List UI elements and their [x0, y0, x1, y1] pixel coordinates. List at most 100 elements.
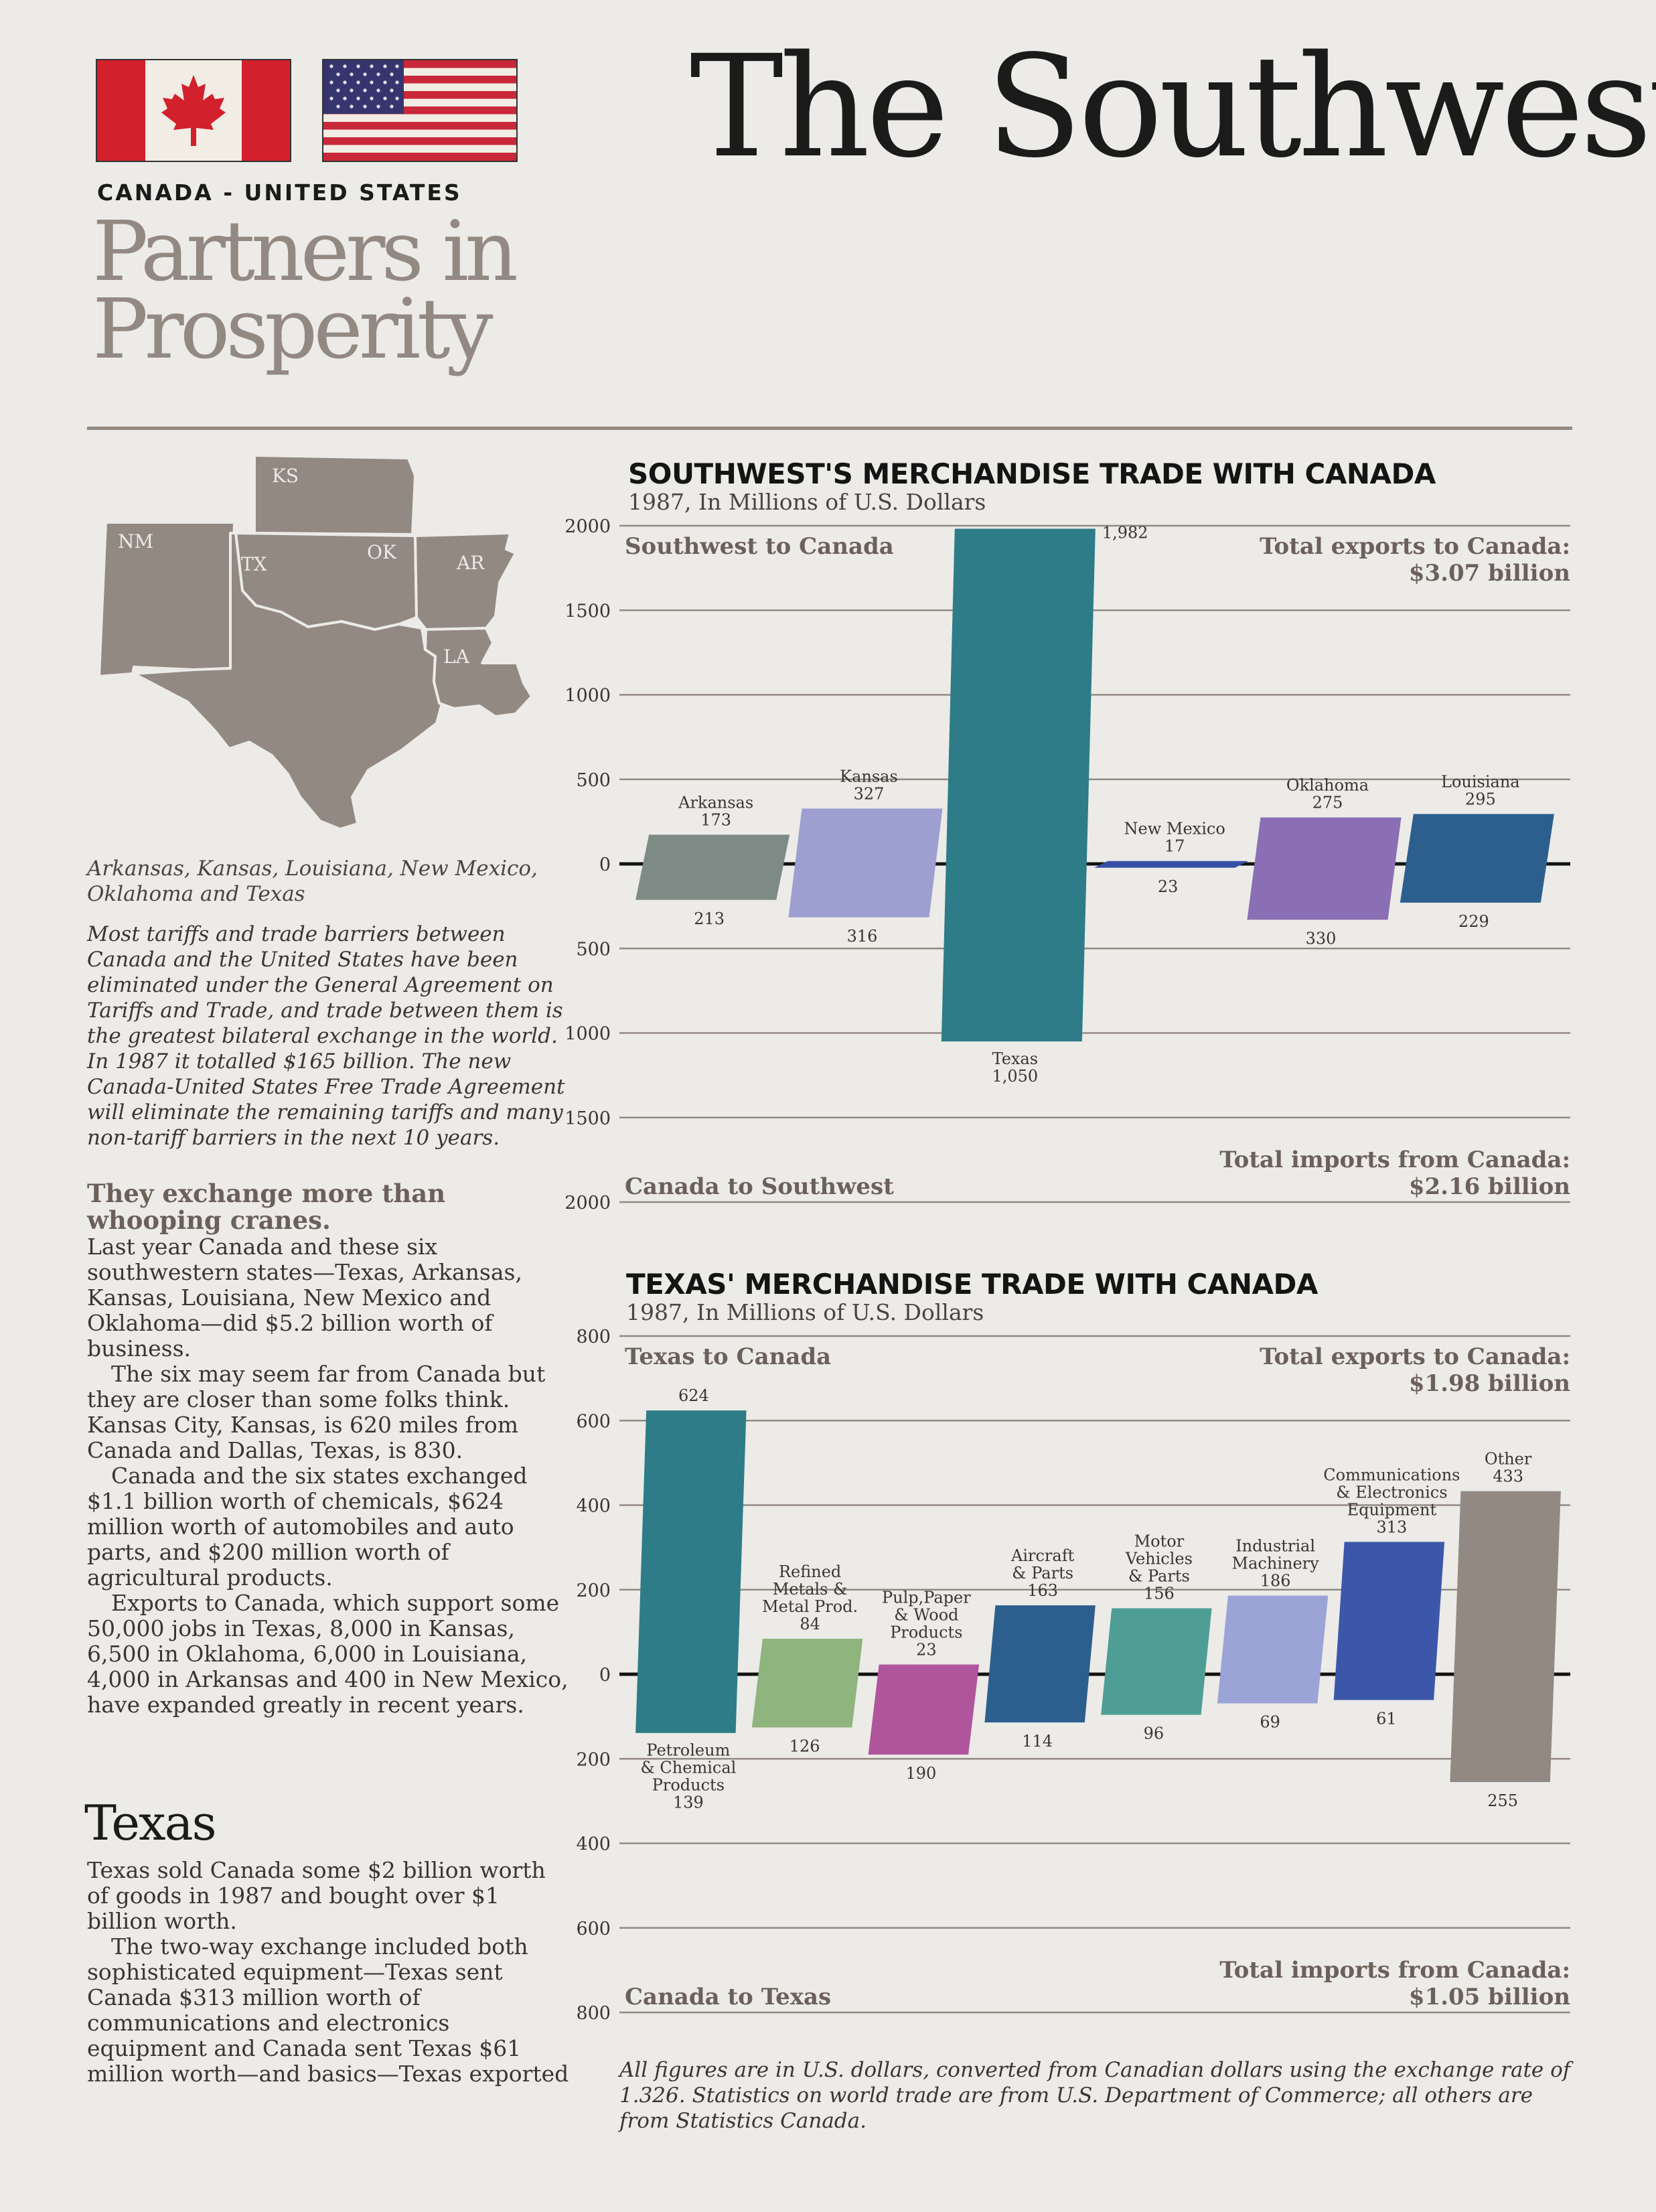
southwest-map: KS NM TX OK AR LA [98, 454, 533, 830]
bar [1217, 1595, 1329, 1704]
total-exports-value: $1.98 billion [1409, 1370, 1570, 1397]
chart1-subtitle: 1987, In Millions of U.S. Dollars [628, 489, 986, 515]
section-subhead: They exchange more than whooping cranes. [87, 1179, 446, 1235]
bar [1247, 817, 1402, 920]
y-tick-label: 1500 [564, 601, 611, 621]
total-imports-value: $1.05 billion [1409, 1984, 1570, 2010]
export-value-label: 433 [1493, 1467, 1523, 1486]
category-label: Oklahoma [1286, 776, 1369, 795]
category-label: & Electronics [1336, 1483, 1447, 1501]
chart2-title: TEXAS' MERCHANDISE TRADE WITH CANADA [626, 1268, 1318, 1301]
export-value-label: 163 [1027, 1581, 1058, 1600]
category-label: Vehicles [1125, 1550, 1193, 1568]
total-exports-label: Total exports to Canada: [1260, 533, 1570, 560]
map-state-tx [133, 532, 443, 830]
texas-trade-chart: 800 600 400 200 0 200 400 600 800 Texas to Canada… [576, 1327, 1570, 2024]
export-value-label: 327 [854, 784, 885, 803]
import-value-label: 96 [1144, 1724, 1164, 1743]
map-state-ar [414, 532, 517, 631]
texas-paragraph: The two-way exchange included both sophi… [87, 1933, 569, 2087]
category-label: Kansas [840, 767, 898, 786]
export-value-label: 156 [1144, 1584, 1175, 1603]
y-tick-label: 2000 [564, 1193, 611, 1213]
category-label: New Mexico [1124, 820, 1225, 838]
partners-line-2: Prosperity [92, 281, 494, 378]
category-label: & Parts [1012, 1564, 1073, 1582]
y-tick-label: 500 [576, 770, 611, 791]
southwest-trade-chart: 2000 1500 1000 500 0 500 1000 1500 2000 Southwest… [564, 516, 1570, 1213]
map-label-nm: NM [118, 530, 153, 552]
import-value-label: 139 [673, 1793, 704, 1812]
bar [635, 834, 790, 900]
y-tick-label: 1500 [564, 1108, 611, 1129]
export-value-label: 1,982 [1102, 524, 1148, 542]
page-title: The Southwest [690, 25, 1656, 189]
export-value-label: 17 [1164, 837, 1185, 856]
y-tick-label: 800 [576, 2003, 611, 2024]
category-label: & Chemical [640, 1759, 736, 1777]
export-value-label: 624 [678, 1386, 709, 1405]
category-label: Pulp,Paper [882, 1588, 971, 1607]
footnote: All figures are in U.S. dollars, convert… [619, 2058, 1571, 2133]
y-tick-label: 2000 [564, 516, 611, 537]
y-tick-label: 200 [576, 1580, 611, 1601]
category-label: Motor [1134, 1532, 1185, 1551]
export-value-label: 84 [800, 1615, 820, 1633]
category-label: Refined [779, 1562, 841, 1581]
body-paragraph: Last year Canada and these six southwest… [87, 1234, 522, 1361]
category-label: Communications [1323, 1465, 1460, 1484]
category-label: Machinery [1232, 1554, 1320, 1573]
map-state-ks [253, 454, 417, 536]
usa-flag-graphic [323, 60, 516, 161]
map-label-la: LA [443, 646, 470, 668]
category-label: Products [652, 1776, 725, 1795]
import-value-label: 330 [1306, 929, 1337, 948]
body-paragraph: Exports to Canada, which support some 50… [87, 1590, 569, 1718]
map-label-ks: KS [272, 465, 299, 487]
country-label: CANADA - UNITED STATES [97, 179, 462, 206]
export-value-label: 186 [1260, 1572, 1291, 1591]
category-label: Louisiana [1441, 773, 1520, 792]
import-value-label: 23 [1158, 877, 1179, 896]
bar [1333, 1542, 1445, 1700]
import-value-label: 213 [694, 909, 725, 928]
canada-flag-graphic [97, 60, 290, 161]
total-exports-label: Total exports to Canada: [1260, 1343, 1570, 1370]
upper-axis-label: Texas to Canada [625, 1343, 831, 1370]
y-tick-label: 600 [576, 1919, 611, 1939]
body-paragraph: Canada and the six states exchanged $1.1… [87, 1463, 528, 1591]
total-exports-value: $3.07 billion [1409, 560, 1570, 587]
category-label: Products [890, 1623, 962, 1641]
export-value-label: 173 [700, 810, 731, 829]
bar [1101, 1608, 1212, 1715]
y-tick-label: 0 [599, 855, 611, 875]
import-value-label: 69 [1260, 1713, 1280, 1732]
category-label: Equipment [1347, 1500, 1437, 1519]
y-tick-label: 200 [576, 1749, 611, 1770]
import-value-label: 229 [1458, 912, 1489, 931]
y-tick-label: 1000 [564, 686, 611, 707]
export-value-label: 23 [916, 1640, 937, 1659]
bar [1094, 861, 1249, 868]
category-label: Aircraft [1010, 1546, 1075, 1565]
bar [635, 1410, 747, 1733]
category-label: Metals & [773, 1580, 848, 1599]
export-value-label: 275 [1312, 794, 1343, 812]
upper-axis-label: Southwest to Canada [625, 533, 894, 560]
partners-line-1: Partners in [92, 204, 518, 300]
category-label: Petroleum [646, 1741, 730, 1760]
category-label: Other [1485, 1450, 1532, 1469]
y-tick-label: 400 [576, 1496, 611, 1517]
texas-paragraph: Texas sold Canada some $2 billion worth … [87, 1857, 546, 1934]
y-tick-label: 600 [576, 1411, 611, 1432]
canada-flag-icon [96, 59, 291, 162]
category-label: Texas [992, 1049, 1039, 1068]
import-value-label: 316 [847, 927, 878, 946]
import-value-label: 1,050 [992, 1067, 1038, 1086]
bar [868, 1664, 980, 1755]
y-tick-label: 500 [576, 939, 611, 960]
import-value-label: 61 [1376, 1710, 1397, 1728]
states-caption: Arkansas, Kansas, Louisiana, New Mexico,… [87, 857, 538, 906]
total-imports-label: Total imports from Canada: [1219, 1957, 1570, 1984]
total-imports-label: Total imports from Canada: [1219, 1147, 1570, 1173]
